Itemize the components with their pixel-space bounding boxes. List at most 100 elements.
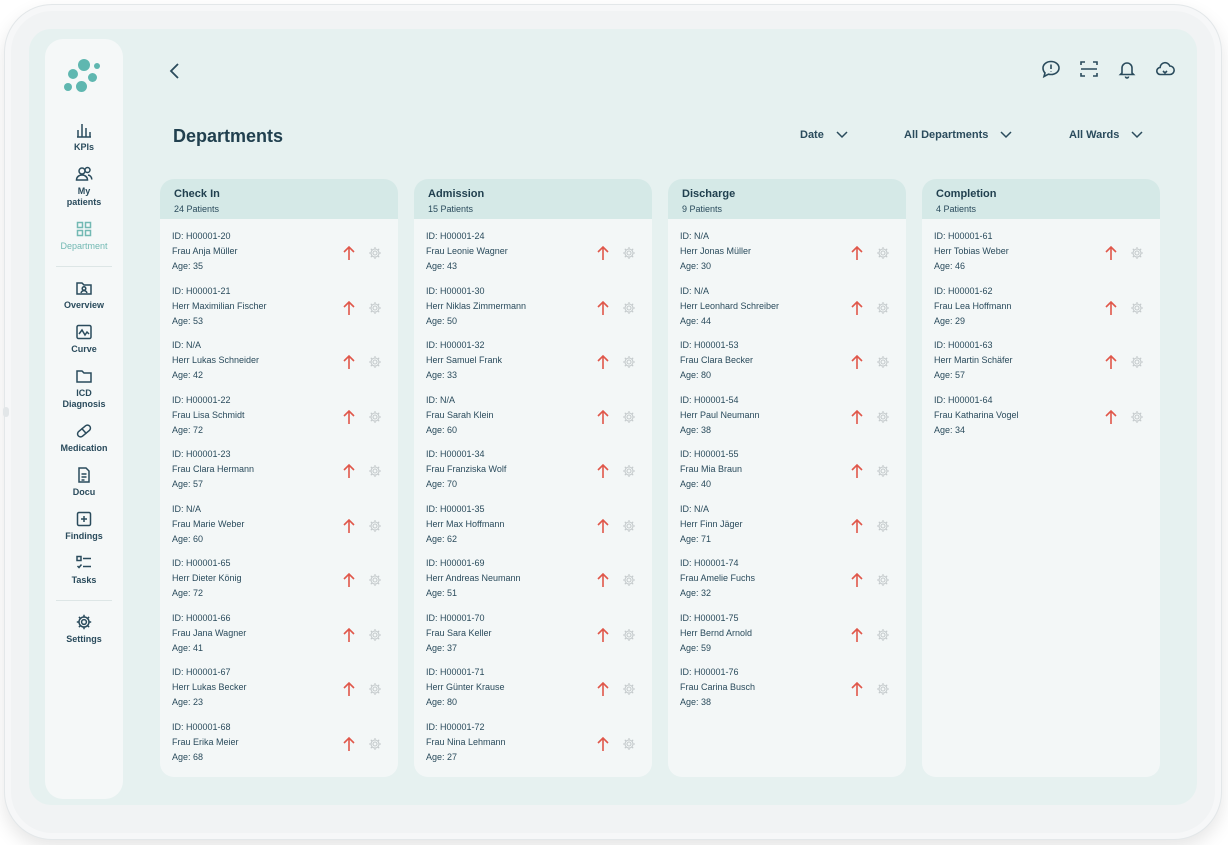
sidebar-item-medication[interactable]: Medication [49, 422, 119, 454]
gear-icon[interactable] [1130, 410, 1144, 424]
patient-card[interactable]: ID: H00001-34 Frau Franziska Wolf Age: 70 [426, 449, 640, 497]
gear-icon[interactable] [1130, 301, 1144, 315]
patient-card[interactable]: ID: H00001-69 Herr Andreas Neumann Age: 51 [426, 558, 640, 606]
arrow-up-icon[interactable] [850, 463, 864, 479]
gear-icon[interactable] [876, 355, 890, 369]
patient-card[interactable]: ID: H00001-55 Frau Mia Braun Age: 40 [680, 449, 894, 497]
gear-icon[interactable] [622, 682, 636, 696]
ward-filter-dropdown[interactable]: All Wards [1069, 129, 1143, 141]
arrow-up-icon[interactable] [596, 245, 610, 261]
arrow-up-icon[interactable] [850, 627, 864, 643]
gear-icon[interactable] [368, 246, 382, 260]
patient-card[interactable]: ID: H00001-20 Frau Anja Müller Age: 35 [172, 231, 386, 279]
gear-icon[interactable] [876, 410, 890, 424]
sidebar-item-tasks[interactable]: Tasks [49, 554, 119, 586]
gear-icon[interactable] [622, 301, 636, 315]
sidebar-item-my-patients[interactable]: My patients [49, 165, 119, 208]
gear-icon[interactable] [1130, 246, 1144, 260]
gear-icon[interactable] [368, 737, 382, 751]
department-filter-dropdown[interactable]: All Departments [904, 129, 1012, 141]
date-filter-dropdown[interactable]: Date [800, 129, 848, 141]
gear-icon[interactable] [368, 628, 382, 642]
gear-icon[interactable] [622, 737, 636, 751]
patient-card[interactable]: ID: H00001-68 Frau Erika Meier Age: 68 [172, 722, 386, 770]
gear-icon[interactable] [622, 355, 636, 369]
gear-icon[interactable] [368, 682, 382, 696]
arrow-up-icon[interactable] [1104, 300, 1118, 316]
arrow-up-icon[interactable] [342, 681, 356, 697]
sidebar-item-department[interactable]: Department [49, 220, 119, 252]
gear-icon[interactable] [622, 464, 636, 478]
gear-icon[interactable] [368, 464, 382, 478]
patient-card[interactable]: ID: H00001-24 Frau Leonie Wagner Age: 43 [426, 231, 640, 279]
scan-button[interactable] [1079, 59, 1099, 79]
gear-icon[interactable] [368, 519, 382, 533]
gear-icon[interactable] [368, 355, 382, 369]
gear-icon[interactable] [368, 573, 382, 587]
patient-card[interactable]: ID: H00001-72 Frau Nina Lehmann Age: 27 [426, 722, 640, 770]
arrow-up-icon[interactable] [596, 409, 610, 425]
arrow-up-icon[interactable] [596, 354, 610, 370]
arrow-up-icon[interactable] [596, 681, 610, 697]
patient-card[interactable]: ID: H00001-30 Herr Niklas Zimmermann Age: … [426, 286, 640, 334]
gear-icon[interactable] [368, 410, 382, 424]
gear-icon[interactable] [368, 301, 382, 315]
arrow-up-icon[interactable] [342, 245, 356, 261]
gear-icon[interactable] [876, 628, 890, 642]
notifications-button[interactable] [1117, 59, 1137, 79]
gear-icon[interactable] [622, 246, 636, 260]
patient-card[interactable]: ID: H00001-61 Herr Tobias Weber Age: 46 [934, 231, 1148, 279]
patient-card[interactable]: ID: H00001-23 Frau Clara Hermann Age: 57 [172, 449, 386, 497]
arrow-up-icon[interactable] [596, 736, 610, 752]
sidebar-item-settings[interactable]: Settings [49, 613, 119, 645]
patient-card[interactable]: ID: H00001-65 Herr Dieter König Age: 72 [172, 558, 386, 606]
patient-card[interactable]: ID: H00001-71 Herr Günter Krause Age: 80 [426, 667, 640, 715]
gear-icon[interactable] [876, 464, 890, 478]
arrow-up-icon[interactable] [342, 300, 356, 316]
patient-card[interactable]: ID: N/A Frau Marie Weber Age: 60 [172, 504, 386, 552]
arrow-up-icon[interactable] [850, 518, 864, 534]
gear-icon[interactable] [622, 410, 636, 424]
patient-card[interactable]: ID: H00001-63 Herr Martin Schäfer Age: 57 [934, 340, 1148, 388]
gear-icon[interactable] [876, 682, 890, 696]
arrow-up-icon[interactable] [850, 354, 864, 370]
sidebar-item-curve[interactable]: Curve [49, 323, 119, 355]
back-button[interactable] [165, 61, 185, 81]
patient-card[interactable]: ID: H00001-22 Frau Lisa Schmidt Age: 72 [172, 395, 386, 443]
arrow-up-icon[interactable] [1104, 245, 1118, 261]
sidebar-item-overview[interactable]: Overview [49, 279, 119, 311]
patient-card[interactable]: ID: H00001-75 Herr Bernd Arnold Age: 59 [680, 613, 894, 661]
arrow-up-icon[interactable] [342, 354, 356, 370]
gear-icon[interactable] [876, 301, 890, 315]
arrow-up-icon[interactable] [342, 627, 356, 643]
arrow-up-icon[interactable] [596, 300, 610, 316]
patient-card[interactable]: ID: H00001-67 Herr Lukas Becker Age: 23 [172, 667, 386, 715]
patient-card[interactable]: ID: H00001-64 Frau Katharina Vogel Age: 34 [934, 395, 1148, 443]
patient-card[interactable]: ID: H00001-35 Herr Max Hoffmann Age: 62 [426, 504, 640, 552]
arrow-up-icon[interactable] [1104, 409, 1118, 425]
patient-card[interactable]: ID: H00001-62 Frau Lea Hoffmann Age: 29 [934, 286, 1148, 334]
patient-card[interactable]: ID: H00001-76 Frau Carina Busch Age: 38 [680, 667, 894, 715]
patient-card[interactable]: ID: H00001-66 Frau Jana Wagner Age: 41 [172, 613, 386, 661]
patient-card[interactable]: ID: H00001-70 Frau Sara Keller Age: 37 [426, 613, 640, 661]
arrow-up-icon[interactable] [850, 409, 864, 425]
gear-icon[interactable] [876, 246, 890, 260]
sidebar-item-findings[interactable]: Findings [49, 510, 119, 542]
patient-card[interactable]: ID: N/A Herr Lukas Schneider Age: 42 [172, 340, 386, 388]
patient-card[interactable]: ID: H00001-32 Herr Samuel Frank Age: 33 [426, 340, 640, 388]
gear-icon[interactable] [622, 628, 636, 642]
arrow-up-icon[interactable] [596, 627, 610, 643]
patient-card[interactable]: ID: N/A Herr Jonas Müller Age: 30 [680, 231, 894, 279]
arrow-up-icon[interactable] [342, 572, 356, 588]
patient-card[interactable]: ID: N/A Frau Sarah Klein Age: 60 [426, 395, 640, 443]
gear-icon[interactable] [876, 573, 890, 587]
patient-card[interactable]: ID: H00001-54 Herr Paul Neumann Age: 38 [680, 395, 894, 443]
gear-icon[interactable] [876, 519, 890, 533]
patient-card[interactable]: ID: N/A Herr Leonhard Schreiber Age: 44 [680, 286, 894, 334]
cloud-sync-button[interactable] [1155, 59, 1175, 79]
patient-card[interactable]: ID: H00001-74 Frau Amelie Fuchs Age: 32 [680, 558, 894, 606]
arrow-up-icon[interactable] [596, 518, 610, 534]
arrow-up-icon[interactable] [342, 463, 356, 479]
arrow-up-icon[interactable] [850, 245, 864, 261]
gear-icon[interactable] [622, 573, 636, 587]
